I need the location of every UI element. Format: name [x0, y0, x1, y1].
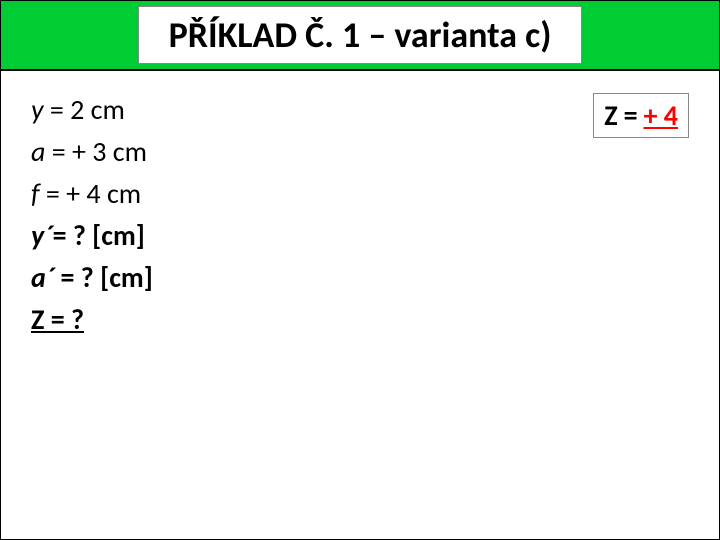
formula-value: + 4	[644, 98, 678, 133]
val-aprime: = ? [cm]	[54, 260, 153, 295]
header-bar: PŘÍKLAD Č. 1 – varianta c)	[1, 1, 719, 71]
line-aprime: a´ = ? [cm]	[31, 257, 689, 299]
var-y: y	[31, 92, 44, 127]
var-yprime: y´	[31, 218, 53, 253]
formula-eq: =	[624, 98, 638, 133]
formula-z: Z	[604, 98, 617, 133]
line-f: f = + 4 cm	[31, 173, 689, 215]
formula-box: Z = + 4	[593, 93, 689, 138]
val-yprime: = ? [cm]	[53, 218, 145, 253]
content-area: y = 2 cm a = + 3 cm f = + 4 cm y´= ? [cm…	[1, 71, 719, 359]
val-y: = 2 cm	[44, 92, 125, 127]
given-values: y = 2 cm a = + 3 cm f = + 4 cm y´= ? [cm…	[31, 89, 689, 341]
header-title-box: PŘÍKLAD Č. 1 – varianta c)	[138, 6, 583, 64]
page-title: PŘÍKLAD Č. 1 – varianta c)	[169, 13, 552, 57]
line-a: a = + 3 cm	[31, 131, 689, 173]
line-y: y = 2 cm	[31, 89, 689, 131]
z-question: Z = ?	[31, 302, 84, 337]
val-f: = + 4 cm	[40, 176, 142, 211]
var-f: f	[31, 176, 40, 211]
val-a: = + 3 cm	[45, 134, 147, 169]
line-z: Z = ?	[31, 299, 689, 341]
line-yprime: y´= ? [cm]	[31, 215, 689, 257]
var-a: a	[31, 134, 45, 169]
var-aprime: a´	[31, 260, 54, 295]
